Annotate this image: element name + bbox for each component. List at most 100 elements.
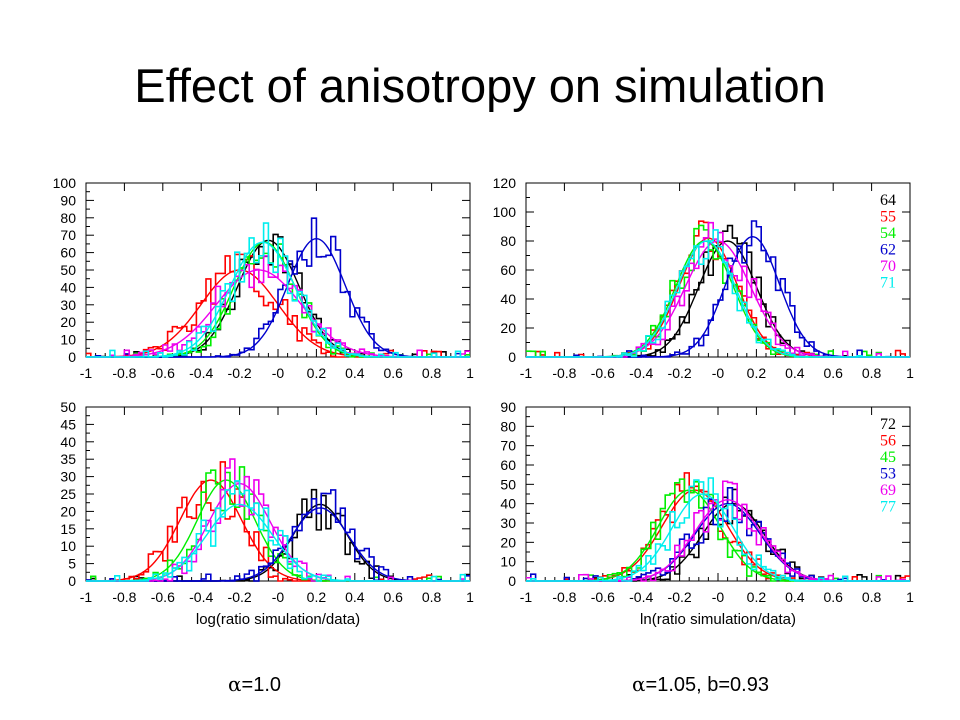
x-tick-label: 0.6 [823,365,843,381]
y-tick-label: 90 [500,399,516,415]
x-tick-label: -0.8 [112,589,136,605]
y-tick-label: 40 [60,434,76,450]
plot-frame [525,182,911,358]
legend-entry-6: 77 [880,499,896,516]
y-tick-label: 45 [60,416,76,432]
x-tick-label: 1 [466,365,474,381]
x-tick-label: -1 [80,589,93,605]
x-tick-label: -0.6 [591,589,615,605]
y-tick-label: 30 [500,515,516,531]
x-tick-label: 1 [906,365,914,381]
y-tick-label: 80 [500,233,516,249]
y-tick-label: 40 [500,496,516,512]
alpha-symbol-right: α [632,672,646,696]
x-tick-label: -0.6 [151,589,175,605]
x-tick-label: -1 [80,365,93,381]
y-tick-label: 50 [60,262,76,278]
gaussian-fit-series-6 [526,493,910,582]
y-tick-label: 35 [60,451,76,467]
x-axis-label: ln(ratio simulation/data) [640,611,796,628]
y-tick-label: 40 [500,291,516,307]
x-tick-label: 0.4 [785,365,805,381]
y-tick-label: 100 [53,175,77,191]
y-tick-label: 30 [60,297,76,313]
y-tick-label: 30 [60,469,76,485]
legend-entry-3: 54 [880,225,896,242]
y-tick-label: 15 [60,521,76,537]
x-tick-label: -0.4 [189,365,213,381]
x-tick-label: 1 [906,589,914,605]
legend-entry-2: 56 [880,433,896,450]
gaussian-fit-series-6 [86,503,470,582]
y-tick-label: 120 [493,175,517,191]
x-tick-label: 0.8 [862,589,882,605]
y-tick-label: 10 [60,332,76,348]
histogram-series-2 [86,253,470,358]
x-tick-label: -0 [272,365,285,381]
x-tick-label: -0.4 [629,365,653,381]
y-tick-label: 70 [500,438,516,454]
x-tick-label: 0.2 [747,365,767,381]
x-tick-label: 0.8 [422,589,442,605]
x-tick-label: 0.2 [307,365,327,381]
y-tick-label: 80 [60,210,76,226]
legend-entry-4: 53 [880,466,896,483]
y-tick-label: 20 [500,320,516,336]
gaussian-fit-series-6 [526,240,910,358]
y-tick-label: 0 [508,573,516,589]
x-tick-label: -0 [712,589,725,605]
y-tick-label: 20 [60,314,76,330]
x-tick-label: -0 [712,365,725,381]
legend-entry-6: 71 [880,275,896,292]
x-tick-label: -0.6 [591,365,615,381]
x-tick-label: -0.8 [552,589,576,605]
y-tick-label: 50 [60,399,76,415]
x-tick-label: 0.2 [747,589,767,605]
gaussian-fit-series-6 [86,241,470,358]
caption-left-text: =1.0 [241,674,281,696]
legend-entry-1: 64 [880,192,896,209]
x-tick-label: -0.8 [552,365,576,381]
y-tick-label: 60 [500,262,516,278]
y-tick-label: 80 [500,418,516,434]
alpha-symbol-left: α [228,672,242,696]
panel-bottom-right: 0 10 20 30 40 50 60 70 80 90 -1 -0.8 -0.6 -0.4 -0.2 -0 0… [500,399,914,628]
x-tick-label: -1 [520,589,533,605]
y-tick-label: 60 [60,245,76,261]
x-tick-label: -0.2 [228,365,252,381]
y-tick-label: 50 [500,476,516,492]
caption-left: α=1.0 [228,672,281,697]
legend-entry-1: 72 [880,416,896,433]
x-axis-label: log(ratio simulation/data) [196,611,360,628]
histogram-series-6 [526,477,910,582]
y-tick-label: 20 [500,534,516,550]
x-tick-label: 0.4 [345,365,365,381]
legend-entry-4: 62 [880,242,896,259]
caption-right-text: =1.05, b=0.93 [645,674,769,696]
x-tick-label: 1 [466,589,474,605]
x-tick-label: -0.4 [629,589,653,605]
y-tick-label: 5 [68,556,76,572]
y-tick-label: 25 [60,486,76,502]
x-tick-label: -0.2 [668,589,692,605]
legend-entry-5: 70 [880,258,896,275]
y-tick-label: 20 [60,503,76,519]
x-tick-label: 0.6 [383,589,403,605]
y-tick-label: 10 [500,554,516,570]
y-tick-label: 70 [60,227,76,243]
legend-entry-2: 55 [880,209,896,226]
x-tick-label: -0.4 [189,589,213,605]
x-tick-label: 0.8 [862,365,882,381]
y-tick-label: 60 [500,457,516,473]
slide-title: Effect of anisotropy on simulation [134,59,826,112]
x-tick-label: 0.4 [785,589,805,605]
x-tick-label: -0.8 [112,365,136,381]
panel-top-right: 0 20 40 60 80 100 120 -1 -0.8 -0.6 -0.4 -0.2 -0 0.2 0.… [493,175,914,381]
x-tick-label: 0.6 [383,365,403,381]
x-tick-label: 0.4 [345,589,365,605]
x-tick-label: -1 [520,365,533,381]
y-tick-label: 100 [493,204,517,220]
y-tick-label: 0 [68,573,76,589]
